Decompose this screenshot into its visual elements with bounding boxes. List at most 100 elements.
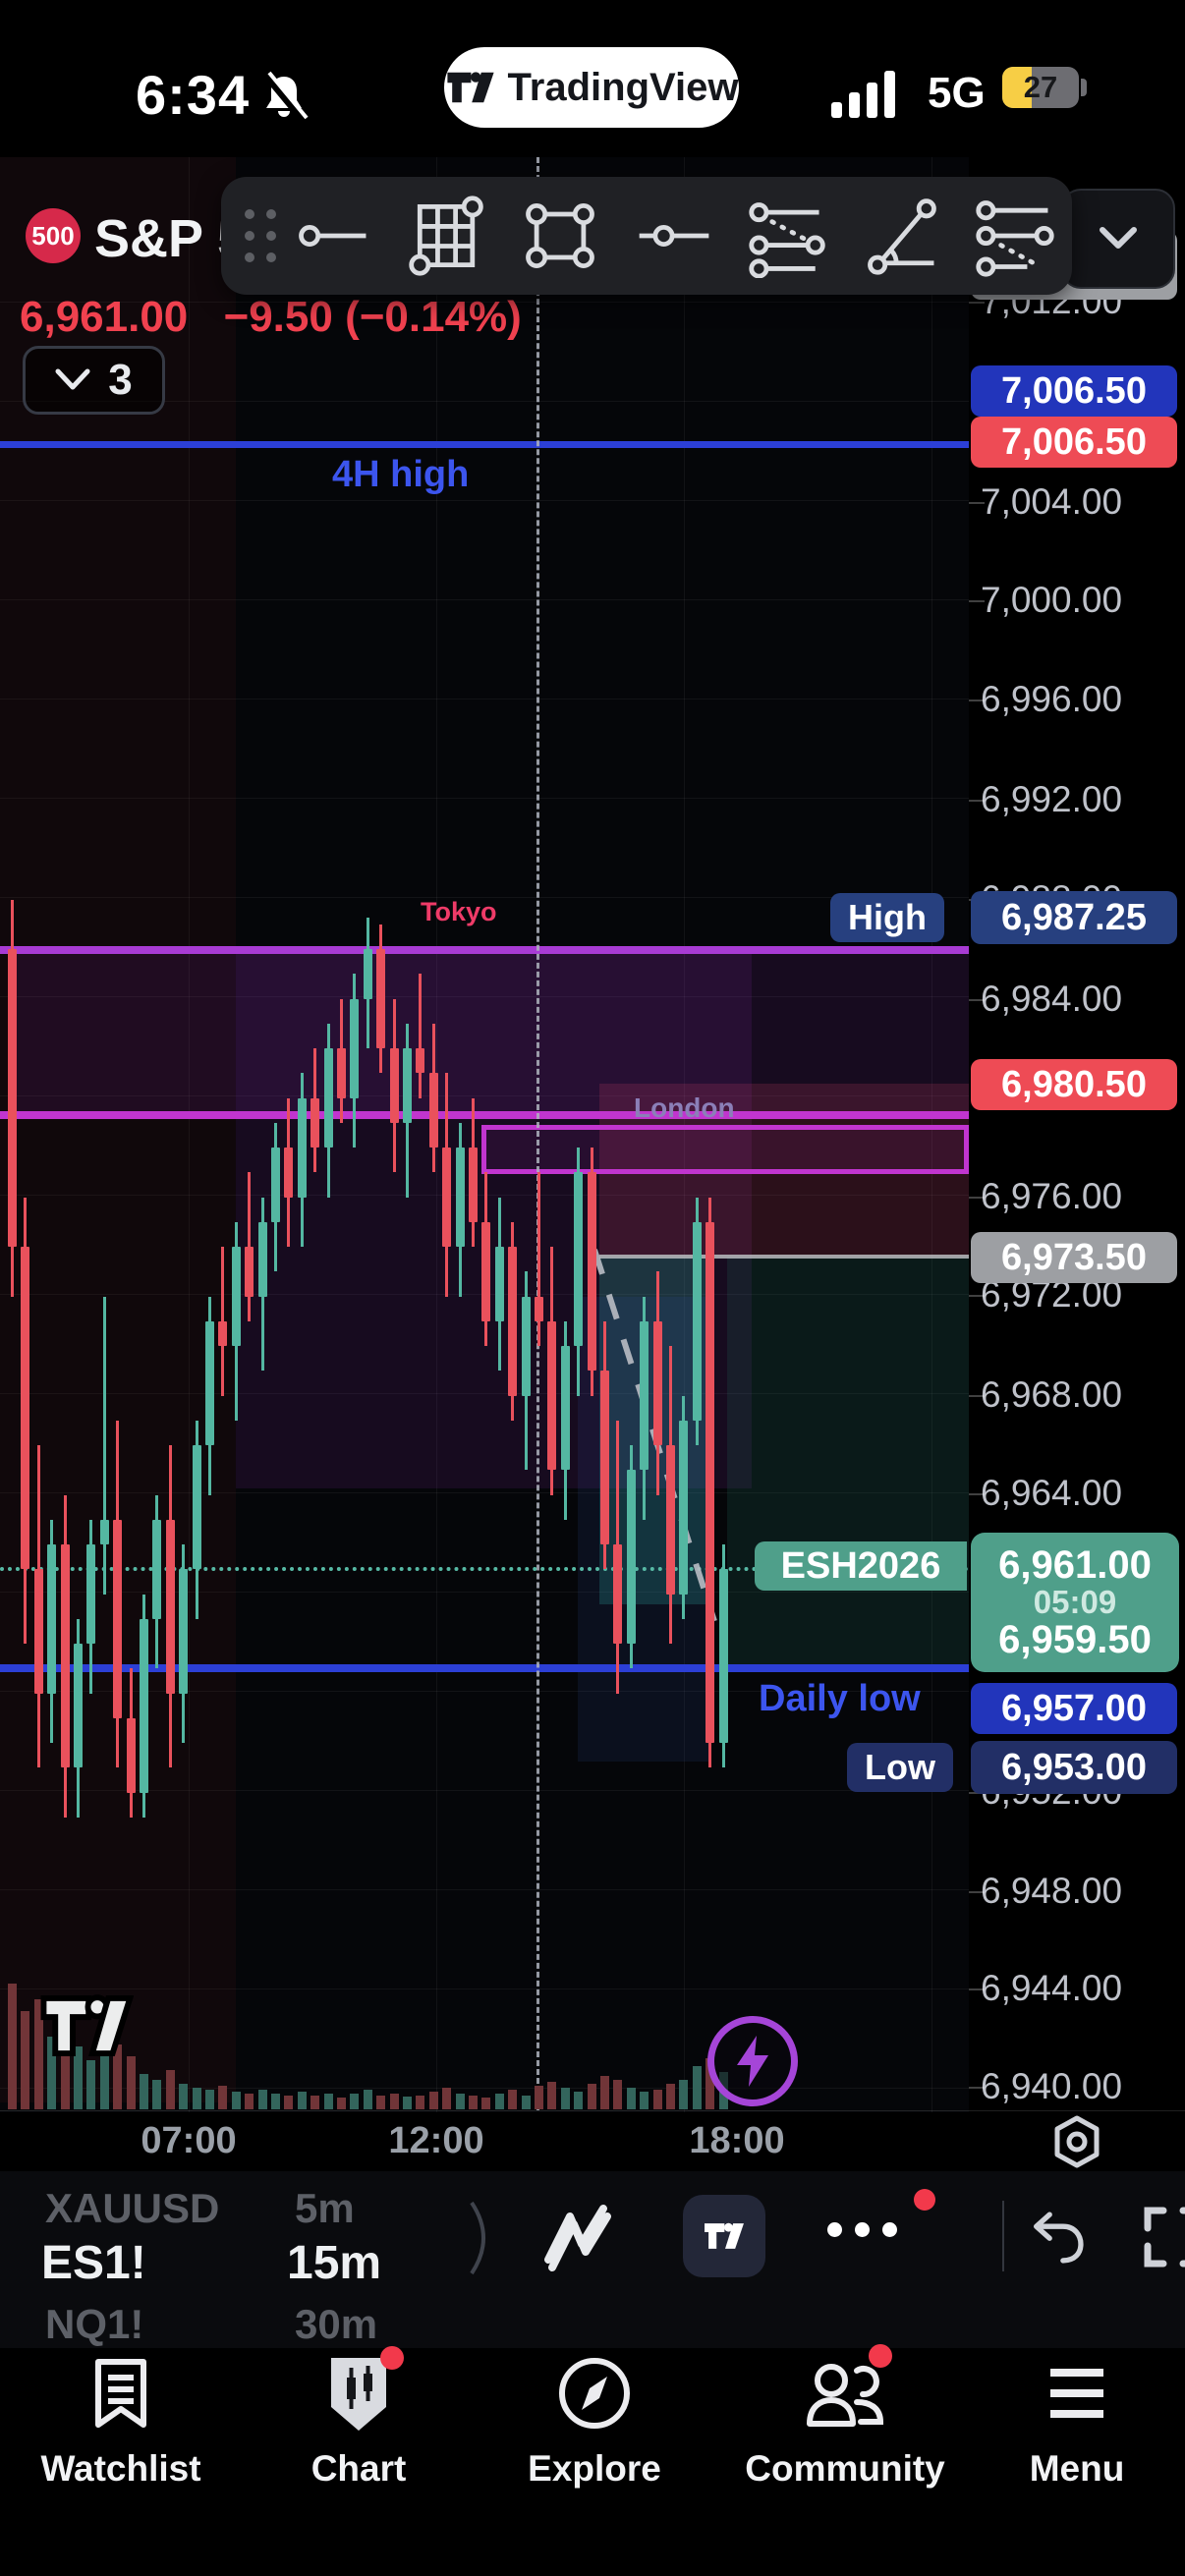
picker-next-interval[interactable]: 30m bbox=[295, 2301, 378, 2347]
line-daily-low[interactable] bbox=[0, 1664, 969, 1672]
gridline-h bbox=[0, 500, 969, 501]
price-tick: 6,944.00 bbox=[981, 1968, 1123, 2008]
layers-count: 3 bbox=[108, 356, 133, 404]
nav-item-chart[interactable]: Chart bbox=[251, 2346, 467, 2490]
volume-bar bbox=[613, 2080, 623, 2109]
horizontal-ray-tool-icon[interactable] bbox=[617, 194, 731, 278]
price-tick: 6,992.00 bbox=[981, 779, 1123, 819]
disjoint-channel-tool-icon[interactable] bbox=[958, 194, 1072, 278]
price-pill-700650: 7,006.50 bbox=[971, 417, 1177, 468]
zone-rectangle[interactable] bbox=[481, 1125, 969, 1174]
trend-angle-tool-icon[interactable] bbox=[845, 194, 959, 278]
time-label-1200: 12:00 bbox=[388, 2120, 484, 2161]
rectangle-tool-icon[interactable] bbox=[503, 194, 617, 278]
volume-bar bbox=[323, 2094, 333, 2109]
line-gray-level[interactable] bbox=[599, 1255, 969, 1259]
candle bbox=[271, 1148, 280, 1222]
drawing-toolbar[interactable] bbox=[221, 177, 1072, 295]
chevron-down-icon bbox=[1100, 227, 1137, 249]
chart-settings-gear-icon[interactable] bbox=[1047, 2112, 1106, 2176]
volume-bar bbox=[113, 2044, 123, 2109]
price-pill-698050: 6,980.50 bbox=[971, 1059, 1177, 1110]
candle bbox=[613, 1544, 623, 1644]
volume-bar bbox=[284, 2096, 294, 2109]
gridline-h bbox=[0, 1095, 969, 1096]
nav-item-community[interactable]: Community bbox=[722, 2344, 968, 2490]
volume-bar bbox=[442, 2088, 452, 2109]
menu-hamburger-icon bbox=[1043, 2348, 1111, 2438]
gridline-h bbox=[0, 1492, 969, 1493]
candle bbox=[165, 1519, 175, 1694]
candle bbox=[126, 1717, 136, 1793]
fullscreen-brackets-icon bbox=[1144, 2207, 1185, 2268]
last-price-badge: 6,961.00 05:09 6,959.50 bbox=[971, 1533, 1179, 1672]
gridline-h bbox=[0, 1790, 969, 1791]
fullscreen-button[interactable] bbox=[1138, 2207, 1185, 2272]
symbol-logo-badge: 500 bbox=[26, 208, 81, 263]
price-tick: 6,976.00 bbox=[981, 1176, 1123, 1216]
tradingview-chart-button[interactable] bbox=[683, 2195, 765, 2277]
gridline-h bbox=[0, 1592, 969, 1593]
object-tree-button[interactable]: 3 bbox=[23, 346, 165, 415]
volume-bar bbox=[179, 2084, 189, 2109]
volume-bar bbox=[494, 2094, 504, 2109]
picker-prev-symbol[interactable]: XAUUSD bbox=[45, 2185, 220, 2231]
line-4h-high[interactable] bbox=[0, 441, 969, 448]
candle bbox=[718, 1569, 728, 1743]
candle bbox=[21, 1247, 30, 1570]
price-tick: 7,000.00 bbox=[981, 580, 1123, 620]
more-options-button[interactable] bbox=[827, 2222, 897, 2237]
candle bbox=[455, 1148, 465, 1247]
volume-bar bbox=[455, 2094, 465, 2109]
gridline-v bbox=[189, 157, 190, 2112]
multi-chart-scribble-icon[interactable] bbox=[538, 2199, 613, 2278]
volume-bar bbox=[245, 2094, 254, 2109]
candle bbox=[600, 1371, 609, 1544]
picker-prev-interval[interactable]: 5m bbox=[295, 2185, 355, 2231]
session-label-tokyo: Tokyo bbox=[421, 897, 497, 926]
parallel-channel-tool-icon[interactable] bbox=[731, 194, 845, 278]
candle bbox=[574, 1172, 584, 1346]
nav-item-explore[interactable]: Explore bbox=[486, 2348, 703, 2490]
nav-label: Menu bbox=[1029, 2448, 1125, 2489]
candle bbox=[205, 1320, 214, 1445]
price-tick-mark bbox=[969, 1197, 985, 1199]
battery-nub bbox=[1081, 79, 1087, 96]
price-tick-mark bbox=[969, 1493, 985, 1495]
symbol-picker-current[interactable]: ES1! bbox=[41, 2237, 146, 2289]
volume-bar bbox=[403, 2097, 412, 2109]
undo-arrow-icon bbox=[1033, 2212, 1084, 2264]
volume-bar bbox=[574, 2092, 584, 2109]
fib-retracement-tool-icon[interactable] bbox=[390, 194, 504, 278]
price-tick-mark bbox=[969, 2087, 985, 2089]
volume-bar bbox=[363, 2090, 372, 2109]
candle bbox=[705, 1221, 715, 1743]
brand-pill[interactable]: TradingView bbox=[444, 47, 739, 128]
candle bbox=[666, 1445, 675, 1595]
line-range[interactable] bbox=[0, 1111, 969, 1119]
nav-item-menu[interactable]: Menu bbox=[969, 2348, 1185, 2490]
price-pill-695700: 6,957.00 bbox=[971, 1683, 1177, 1734]
quick-trade-lightning-button[interactable] bbox=[707, 2016, 798, 2106]
volume-bar bbox=[626, 2088, 636, 2109]
volume-bar bbox=[99, 2031, 109, 2109]
line-tokyo-high[interactable] bbox=[0, 946, 969, 954]
candle bbox=[679, 1420, 689, 1595]
volume-bar bbox=[547, 2082, 557, 2109]
chart-plot[interactable] bbox=[0, 157, 969, 2112]
picker-next-symbol[interactable]: NQ1! bbox=[45, 2301, 144, 2347]
gridline-h bbox=[0, 1393, 969, 1394]
volume-bar bbox=[350, 2094, 360, 2109]
drag-handle-icon[interactable] bbox=[245, 209, 276, 262]
candle bbox=[521, 1296, 531, 1396]
picker-wheel-edge bbox=[470, 2201, 485, 2275]
volume-bar bbox=[666, 2084, 675, 2109]
gridline-v bbox=[931, 157, 932, 2112]
toolbar-dropdown-button[interactable] bbox=[1061, 189, 1175, 289]
nav-item-watchlist[interactable]: Watchlist bbox=[13, 2348, 229, 2490]
horizontal-line-tool-icon[interactable] bbox=[276, 194, 390, 278]
interval-picker-current[interactable]: 15m bbox=[287, 2237, 382, 2289]
undo-button[interactable] bbox=[1020, 2203, 1087, 2274]
volume-bar bbox=[33, 1999, 43, 2109]
price-tick: 6,968.00 bbox=[981, 1374, 1123, 1415]
